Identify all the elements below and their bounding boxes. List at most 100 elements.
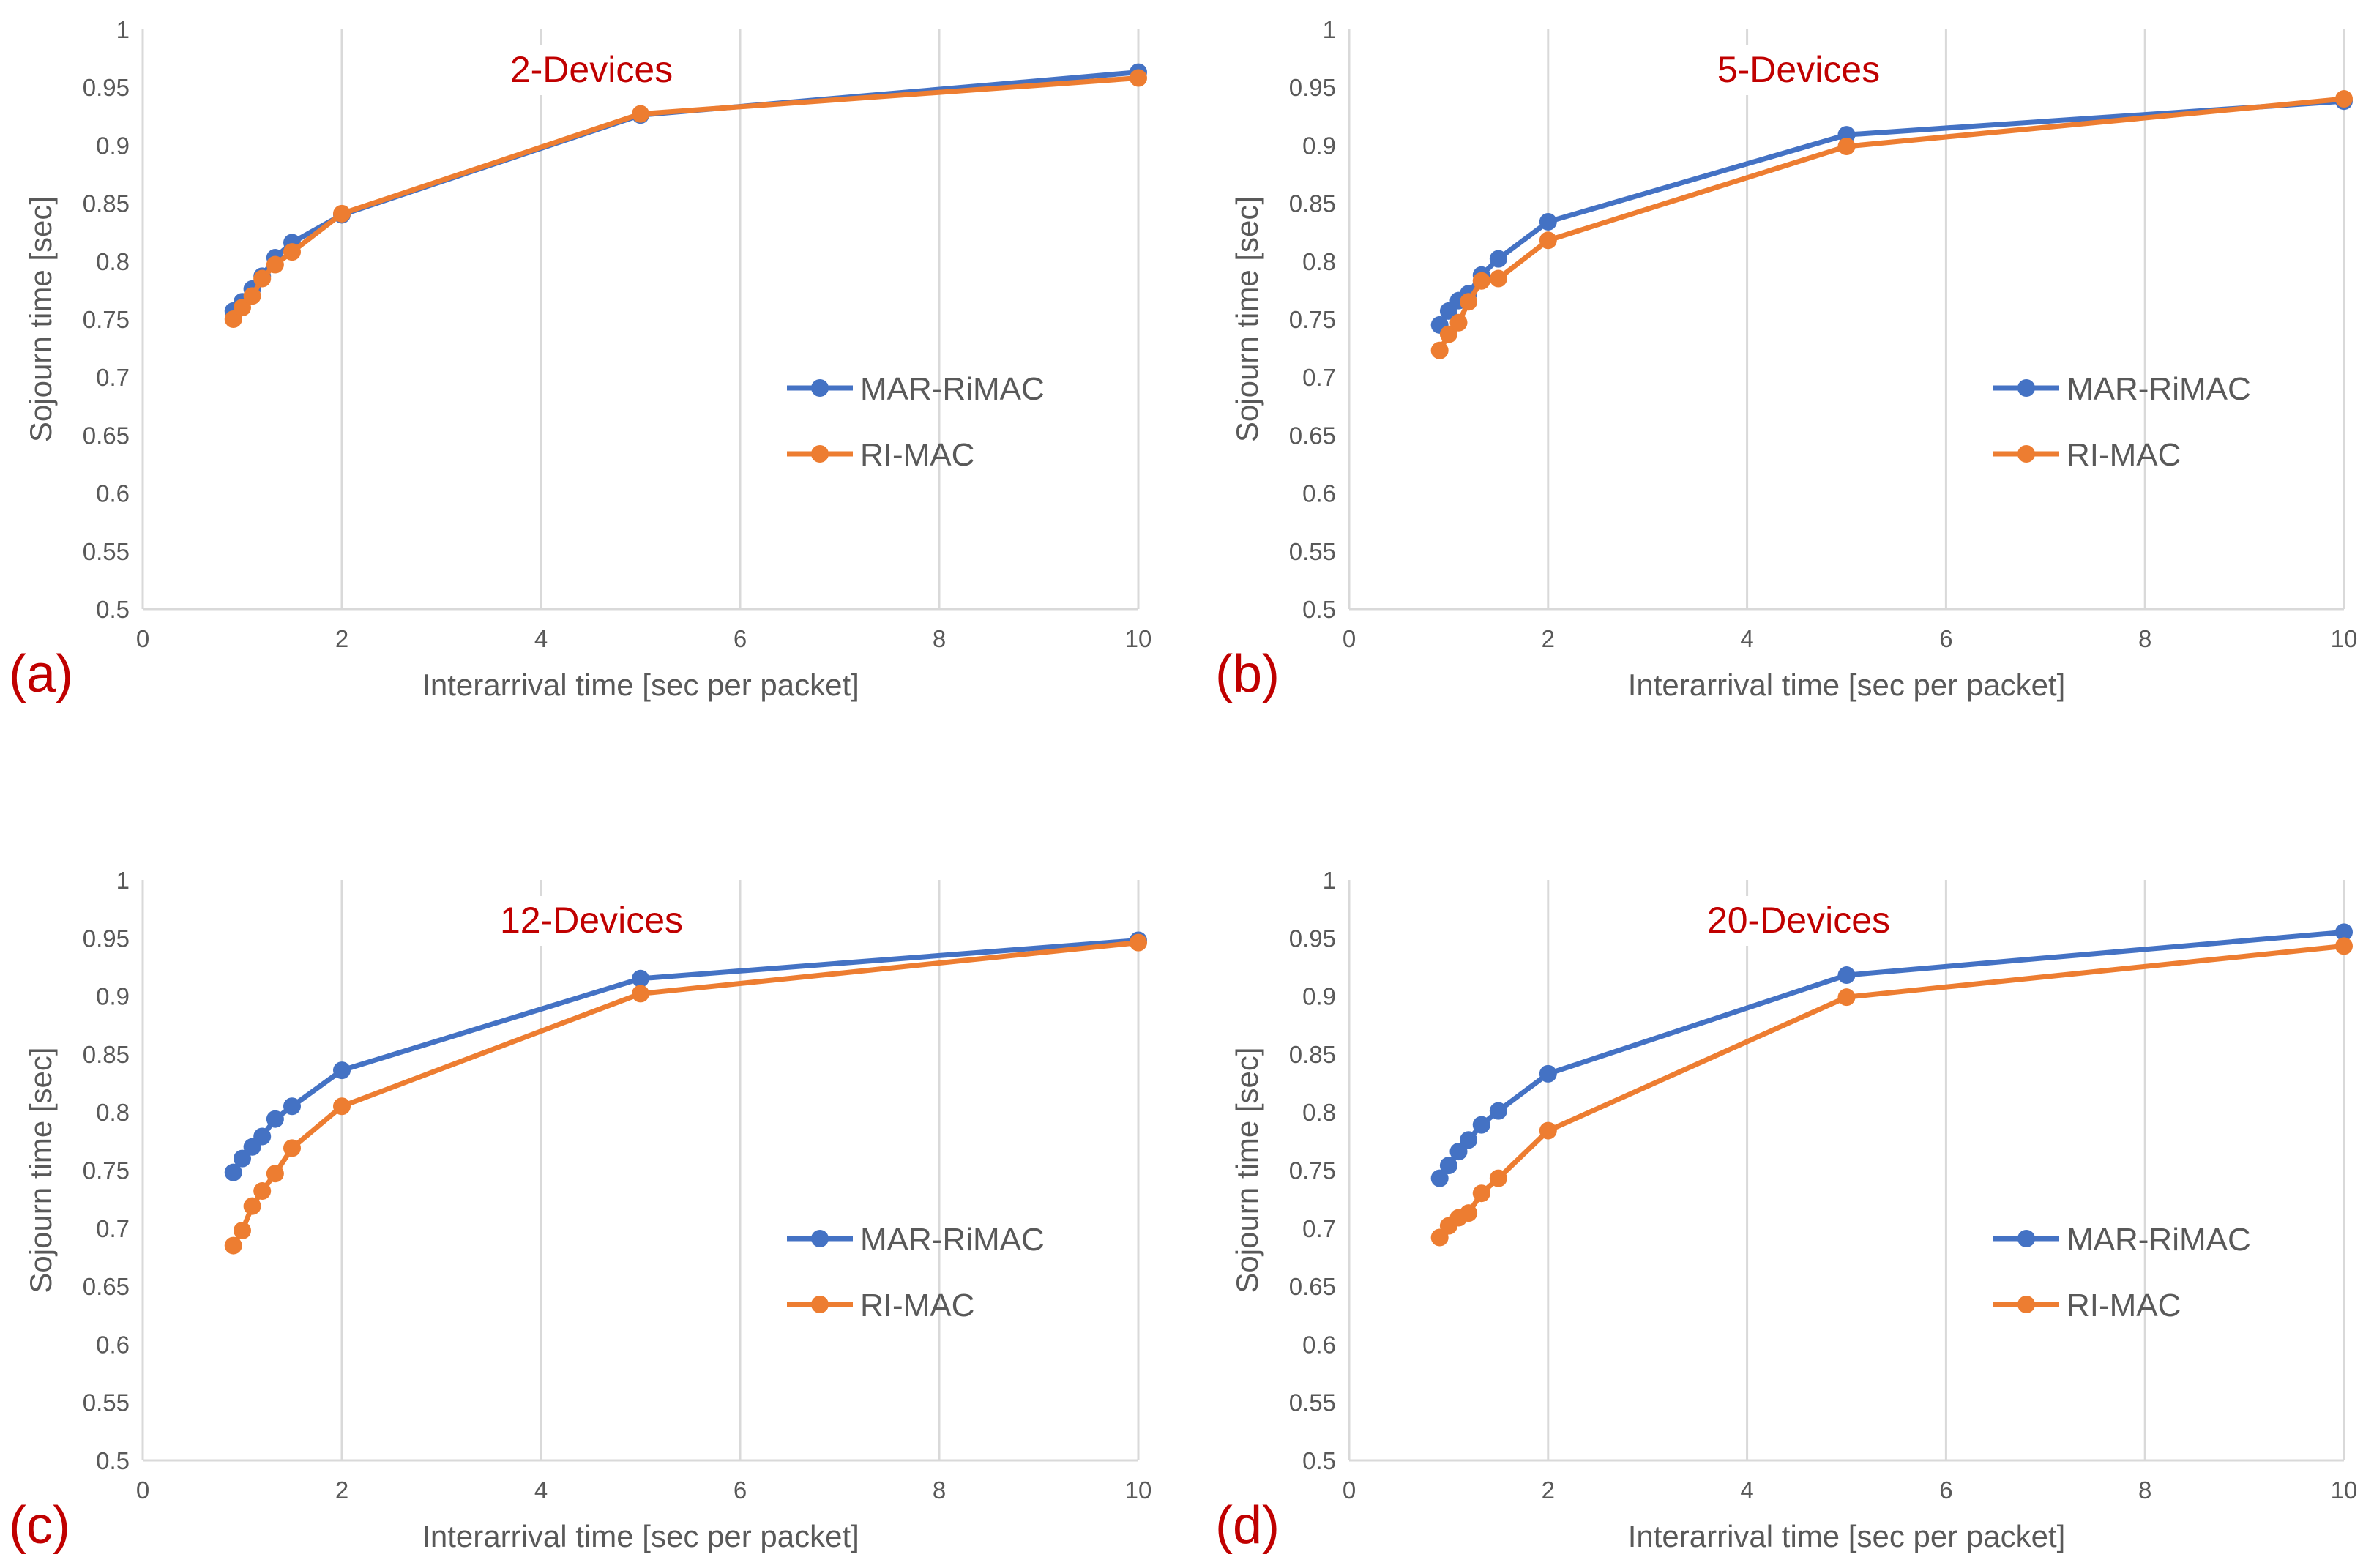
y-tick-label: 0.65 bbox=[1289, 1273, 1336, 1300]
panel-label: (d) bbox=[1215, 1496, 1280, 1555]
y-tick-label: 0.85 bbox=[83, 190, 130, 217]
y-tick-label: 0.55 bbox=[83, 538, 130, 565]
data-point bbox=[1439, 1157, 1457, 1175]
chart-title: 20-Devices bbox=[1707, 900, 1890, 941]
legend-label: RI-MAC bbox=[2067, 437, 2181, 473]
data-point bbox=[234, 1149, 251, 1168]
chart-title: 2-Devices bbox=[510, 49, 673, 90]
data-point bbox=[283, 1139, 301, 1157]
x-tick-label: 0 bbox=[1343, 1476, 1356, 1504]
data-point bbox=[1430, 341, 1449, 359]
data-point bbox=[1472, 272, 1490, 290]
y-tick-label: 0.8 bbox=[96, 1099, 130, 1126]
y-tick-label: 0.9 bbox=[96, 132, 130, 159]
x-tick-label: 8 bbox=[933, 1476, 946, 1504]
legend-marker bbox=[811, 1230, 829, 1247]
legend-label: MAR-RiMAC bbox=[2067, 1222, 2251, 1258]
legend-marker bbox=[2017, 379, 2035, 397]
data-point bbox=[243, 287, 261, 305]
chart-panel: 0 2 4 6 8 10 0.5 0.55 0.6 0.65 0.7 0.75 0.8 0.85 0.9 0.… bbox=[1215, 16, 2357, 703]
y-tick-label: 0.95 bbox=[83, 74, 130, 101]
series-line-mar-rimac bbox=[1437, 98, 2345, 326]
title-background bbox=[1696, 45, 1901, 95]
x-tick-label: 4 bbox=[534, 625, 548, 652]
y-tick-label: 1 bbox=[116, 16, 130, 43]
y-tick-label: 0.6 bbox=[1302, 1331, 1336, 1358]
title-background bbox=[1696, 896, 1901, 946]
data-point bbox=[632, 105, 649, 123]
data-point bbox=[2335, 923, 2353, 941]
y-tick-label: 0.6 bbox=[96, 1331, 130, 1358]
x-tick-label: 4 bbox=[1740, 625, 1753, 652]
data-point bbox=[1472, 1184, 1490, 1203]
data-point bbox=[1539, 1064, 1557, 1083]
x-tick-label: 6 bbox=[1939, 625, 1952, 652]
y-axis-title: Sojourn time [sec] bbox=[23, 1047, 58, 1293]
data-point bbox=[283, 1097, 301, 1116]
x-tick-label: 0 bbox=[136, 625, 149, 652]
y-tick-label: 0.95 bbox=[83, 925, 130, 952]
data-point bbox=[1439, 325, 1457, 343]
y-tick-label: 0.85 bbox=[83, 1041, 130, 1068]
x-tick-label: 6 bbox=[734, 625, 747, 652]
data-point bbox=[1430, 1169, 1449, 1187]
title-background bbox=[489, 896, 694, 946]
data-point bbox=[1460, 1131, 1478, 1149]
legend-label: MAR-RiMAC bbox=[2067, 371, 2251, 407]
y-tick-label: 0.7 bbox=[96, 364, 130, 391]
data-point bbox=[234, 299, 251, 317]
legend-label: RI-MAC bbox=[860, 437, 974, 473]
y-tick-label: 0.65 bbox=[83, 1273, 130, 1300]
y-tick-label: 0.9 bbox=[96, 983, 130, 1010]
y-tick-label: 0.8 bbox=[96, 248, 130, 275]
legend-marker bbox=[2017, 1230, 2035, 1247]
data-point bbox=[333, 204, 351, 223]
y-tick-label: 0.9 bbox=[1302, 983, 1336, 1010]
legend-marker bbox=[2017, 1296, 2035, 1313]
panel-label: (a) bbox=[9, 645, 73, 703]
series-line-mar-rimac bbox=[231, 937, 1139, 1174]
y-tick-label: 1 bbox=[1323, 867, 1336, 894]
y-tick-label: 0.6 bbox=[96, 480, 130, 507]
data-point bbox=[1130, 933, 1147, 952]
x-tick-label: 4 bbox=[534, 1476, 548, 1504]
legend-marker bbox=[2017, 445, 2035, 463]
series-line-ri-mac bbox=[1437, 96, 2345, 352]
y-tick-label: 0.75 bbox=[83, 1157, 130, 1184]
data-point bbox=[1472, 1116, 1490, 1134]
data-point bbox=[266, 1110, 284, 1128]
y-tick-label: 0.7 bbox=[96, 1215, 130, 1242]
data-point bbox=[2335, 90, 2353, 108]
y-tick-label: 0.75 bbox=[1289, 1157, 1336, 1184]
y-axis-title: Sojourn time [sec] bbox=[1230, 1047, 1264, 1293]
x-tick-label: 8 bbox=[2138, 625, 2151, 652]
data-point bbox=[1489, 269, 1507, 288]
x-axis-title: Interarrival time [sec per packet] bbox=[422, 1519, 859, 1553]
y-tick-label: 0.8 bbox=[1302, 1099, 1336, 1126]
series-line-mar-rimac bbox=[231, 70, 1139, 313]
y-tick-label: 0.55 bbox=[1289, 1389, 1336, 1416]
data-point bbox=[333, 1097, 351, 1116]
y-tick-label: 1 bbox=[116, 867, 130, 894]
y-tick-label: 0.95 bbox=[1289, 925, 1336, 952]
series-line-ri-mac bbox=[231, 75, 1139, 321]
data-point bbox=[1489, 1169, 1507, 1187]
y-tick-label: 0.65 bbox=[83, 422, 130, 449]
data-point bbox=[224, 1163, 242, 1181]
y-tick-label: 0.5 bbox=[96, 1447, 130, 1474]
legend-label: MAR-RiMAC bbox=[860, 371, 1045, 407]
data-point bbox=[253, 269, 272, 288]
y-tick-label: 0.8 bbox=[1302, 248, 1336, 275]
data-point bbox=[266, 255, 284, 274]
chart-panel: 0 2 4 6 8 10 0.5 0.55 0.6 0.65 0.7 0.75 0.8 0.85 0.9 0.… bbox=[1215, 867, 2357, 1555]
y-tick-label: 0.6 bbox=[1302, 480, 1336, 507]
data-point bbox=[243, 1197, 261, 1215]
legend-marker bbox=[811, 379, 829, 397]
y-tick-label: 0.85 bbox=[1289, 190, 1336, 217]
data-point bbox=[1130, 69, 1147, 87]
chart-panel: 0 2 4 6 8 10 0.5 0.55 0.6 0.65 0.7 0.75 0.8 0.85 0.9 0.… bbox=[9, 867, 1151, 1555]
data-point bbox=[1837, 137, 1856, 155]
series-line-ri-mac bbox=[1437, 943, 2345, 1239]
legend-label: RI-MAC bbox=[2067, 1288, 2181, 1324]
